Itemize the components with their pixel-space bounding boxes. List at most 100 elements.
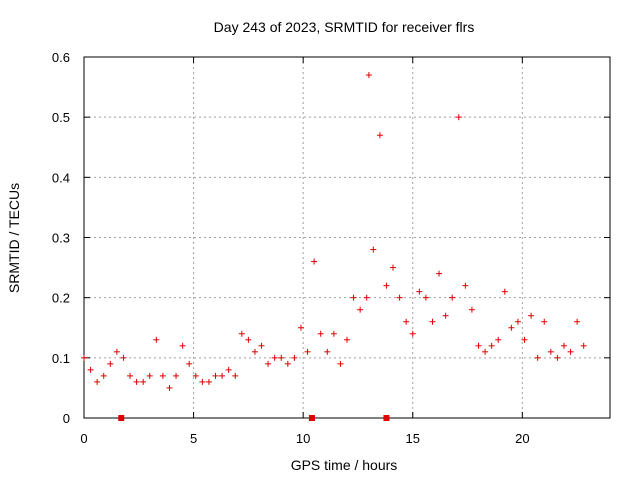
x-tick-label: 20 [515,431,529,446]
data-point [501,288,508,295]
data-point [580,342,587,349]
data-point [396,294,403,301]
data-point [383,282,390,289]
data-point [140,378,147,385]
data-point [363,294,370,301]
data-point [159,372,166,379]
data-point [468,306,475,313]
data-point [344,336,350,343]
x-tick-label: 0 [80,431,87,446]
data-point [330,330,337,337]
data-point [81,354,87,361]
x-tick-label: 15 [406,431,420,446]
data-point [100,372,107,379]
data-point [311,258,318,265]
y-tick-label: 0.2 [52,291,70,306]
chart-title: Day 243 of 2023, SRMTID for receiver flr… [214,19,475,35]
outage-mark [118,415,125,421]
y-tick-label: 0.5 [52,110,70,125]
data-point [560,342,567,349]
data-point [199,378,206,385]
data-point [297,324,304,331]
data-point [251,348,258,355]
data-point [219,372,226,379]
data-point [317,330,324,337]
data-point [245,336,252,343]
data-point [94,378,101,385]
axis-ticks: 0 5 10 15 20 0 0.1 0.2 0.3 0.4 0.5 0.6 [52,50,610,446]
data-point [133,378,140,385]
data-point [574,318,581,325]
data-point [304,348,311,355]
data-points [81,72,587,391]
grid-lines [84,57,610,418]
data-point [186,360,193,367]
outage-marks [118,415,390,421]
data-point [541,318,548,325]
data-point [350,294,357,301]
data-point [238,330,245,337]
data-point [547,348,554,355]
data-point [436,270,443,277]
data-point [554,354,561,361]
data-point [508,324,515,331]
data-point [212,372,219,379]
data-point [528,312,535,319]
data-point [205,378,212,385]
data-point [567,348,574,355]
x-axis-label: GPS time / hours [291,457,398,473]
data-point [87,366,94,373]
data-point [271,354,278,361]
data-point [324,348,331,355]
data-point [278,354,285,361]
data-point [376,132,383,139]
y-tick-label: 0.4 [52,170,70,185]
data-point [514,318,521,325]
data-point [127,372,134,379]
y-tick-label: 0.3 [52,231,70,246]
data-point [521,336,528,343]
y-tick-label: 0.1 [52,351,70,366]
outage-mark [308,415,315,421]
data-point [357,306,364,313]
data-point [258,342,265,349]
data-point [337,360,344,367]
data-point [107,360,114,367]
data-point [390,264,397,271]
data-point [475,342,482,349]
data-point [442,312,449,319]
data-point [455,114,462,121]
data-point [113,348,120,355]
data-point [120,354,127,361]
data-point [232,372,239,379]
data-point [409,330,416,337]
data-point [495,336,502,343]
x-tick-label: 5 [190,431,197,446]
data-point [225,366,232,373]
data-point [179,342,186,349]
data-point [429,318,436,325]
data-point [153,336,160,343]
data-point [422,294,429,301]
data-point [192,372,199,379]
y-axis-label: SRMTID / TECUs [6,183,22,293]
plot-frame [83,56,611,419]
data-point [488,342,495,349]
y-tick-label: 0.6 [52,50,70,65]
data-point [482,348,489,355]
data-point [370,246,377,253]
data-point [534,354,541,361]
data-point [146,372,153,379]
data-point [449,294,456,301]
y-tick-label: 0 [63,411,70,426]
data-point [403,318,410,325]
data-point [365,72,372,79]
data-point [462,282,469,289]
data-point [265,360,272,367]
data-point [284,360,291,367]
data-point [416,288,423,295]
data-point [291,354,298,361]
outage-mark [383,415,390,421]
data-point [173,372,180,379]
